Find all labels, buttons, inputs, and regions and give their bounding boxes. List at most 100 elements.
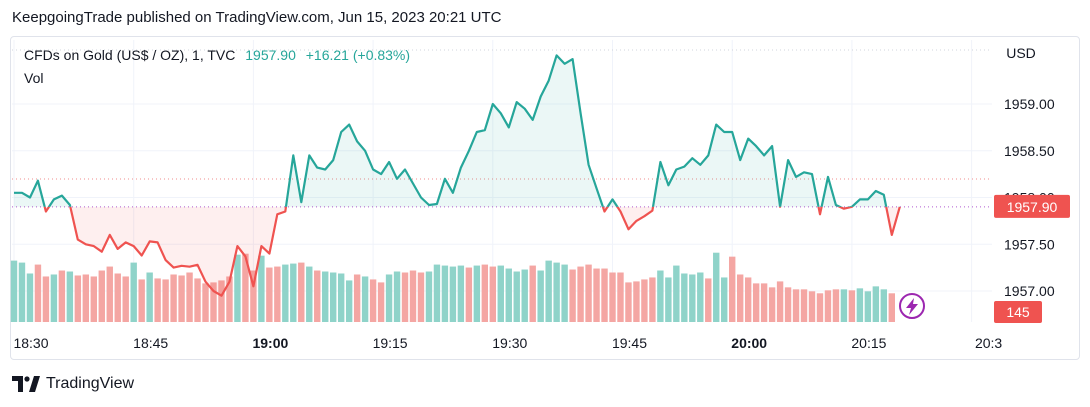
volume-bar	[234, 254, 241, 322]
volume-bar	[744, 277, 752, 322]
volume-bar	[345, 280, 353, 322]
volume-bar	[649, 277, 656, 322]
volume-bar	[409, 270, 417, 322]
volume-bar	[856, 288, 864, 322]
volume-bar	[90, 276, 97, 322]
volume-bar	[290, 263, 297, 322]
last-price-badge	[994, 194, 1070, 218]
legend-change: +16.21 (+0.83%)	[305, 47, 411, 63]
symbol-name: CFDs on Gold (US$ / OZ), 1, TVC	[24, 47, 236, 63]
volume-bar	[393, 271, 401, 322]
volume-bar	[481, 264, 489, 322]
volume-bar	[441, 265, 449, 322]
volume-bar	[242, 253, 249, 322]
x-tick-label: 18:45	[133, 335, 168, 351]
volume-bar	[330, 272, 337, 322]
volume-bar	[106, 266, 113, 322]
volume-bar	[425, 271, 433, 322]
last-volume-label: 145	[1006, 304, 1030, 320]
volume-bar	[617, 272, 624, 322]
volume-bar	[98, 270, 105, 322]
volume-bar	[736, 274, 744, 322]
volume-bar	[792, 289, 800, 322]
volume-bar	[361, 276, 369, 322]
x-tick-label: 18:30	[13, 335, 48, 351]
x-tick-label: 20:3	[975, 335, 1002, 351]
volume-bar	[433, 264, 441, 322]
volume-bar	[657, 270, 664, 322]
volume-bar	[545, 260, 552, 322]
x-tick-label: 19:00	[252, 335, 288, 351]
volume-bar	[146, 272, 153, 322]
volume-bar	[713, 252, 720, 322]
y-tick-label: 1959.00	[1004, 96, 1055, 112]
volume-bar	[489, 266, 496, 322]
volume-bar	[768, 287, 776, 322]
volume-bar	[10, 260, 18, 322]
volume-bar	[848, 290, 856, 322]
volume-bar	[609, 272, 616, 322]
volume-bar	[377, 282, 385, 322]
volume-bar	[808, 291, 816, 322]
last-price-label: 1957.90	[1007, 199, 1058, 215]
volume-bar	[130, 262, 137, 322]
volume-bar	[457, 265, 465, 322]
volume-bar	[417, 272, 425, 322]
symbol-legend: CFDs on Gold (US$ / OZ), 1, TVC 1957.90 …	[24, 47, 410, 63]
brand-footer[interactable]: TradingView	[12, 375, 134, 393]
volume-bar	[258, 255, 265, 322]
volume-bar	[385, 274, 393, 322]
volume-bar	[50, 274, 58, 322]
volume-bar	[521, 269, 528, 322]
volume-bar	[314, 270, 321, 322]
volume-bar	[401, 272, 409, 322]
volume-bar	[473, 265, 481, 322]
axis-currency: USD	[1006, 45, 1036, 61]
volume-bar	[577, 266, 584, 322]
volume-bar	[306, 266, 313, 322]
tradingview-logo-icon	[12, 376, 40, 392]
chart-frame[interactable]	[10, 36, 1080, 360]
volume-bar	[218, 280, 225, 322]
volume-bar	[82, 274, 90, 322]
volume-bar	[784, 287, 792, 322]
volume-bar	[864, 291, 872, 322]
volume-bar	[298, 262, 305, 322]
volume-bar	[449, 266, 457, 322]
volume-bar	[569, 269, 576, 322]
volume-bar	[824, 290, 832, 322]
volume-bar	[888, 293, 895, 322]
volume-bar	[705, 278, 712, 322]
x-tick-label: 19:15	[373, 335, 408, 351]
volume-bar	[266, 267, 273, 322]
volume-bar	[42, 276, 50, 322]
price-line-down	[43, 206, 901, 297]
volume-bar	[210, 282, 217, 322]
volume-bar	[497, 265, 504, 322]
volume-bar	[505, 268, 512, 322]
volume-bar	[601, 268, 608, 322]
volume-bar	[665, 277, 672, 322]
x-tick-label: 20:15	[851, 335, 886, 351]
volume-bar	[513, 271, 520, 322]
volume-bar	[816, 293, 824, 322]
last-volume-badge	[994, 301, 1042, 323]
volume-bar	[752, 283, 760, 322]
volume-bar	[832, 289, 840, 322]
volume-bar	[18, 262, 26, 322]
volume-bar	[74, 275, 82, 322]
volume-bar	[721, 277, 728, 322]
volume-bar	[337, 273, 345, 322]
legend-price: 1957.90	[245, 47, 296, 63]
volume-bar	[58, 270, 66, 322]
volume-bar	[202, 283, 209, 322]
volume-bar	[226, 276, 233, 322]
volume-bar	[840, 289, 848, 322]
volume-bar	[178, 275, 185, 322]
volume-bar	[26, 273, 34, 322]
volume-bar	[122, 276, 129, 322]
x-tick-label: 19:30	[492, 335, 527, 351]
y-tick-label: 1957.50	[1004, 236, 1055, 252]
volume-bar	[170, 274, 177, 322]
